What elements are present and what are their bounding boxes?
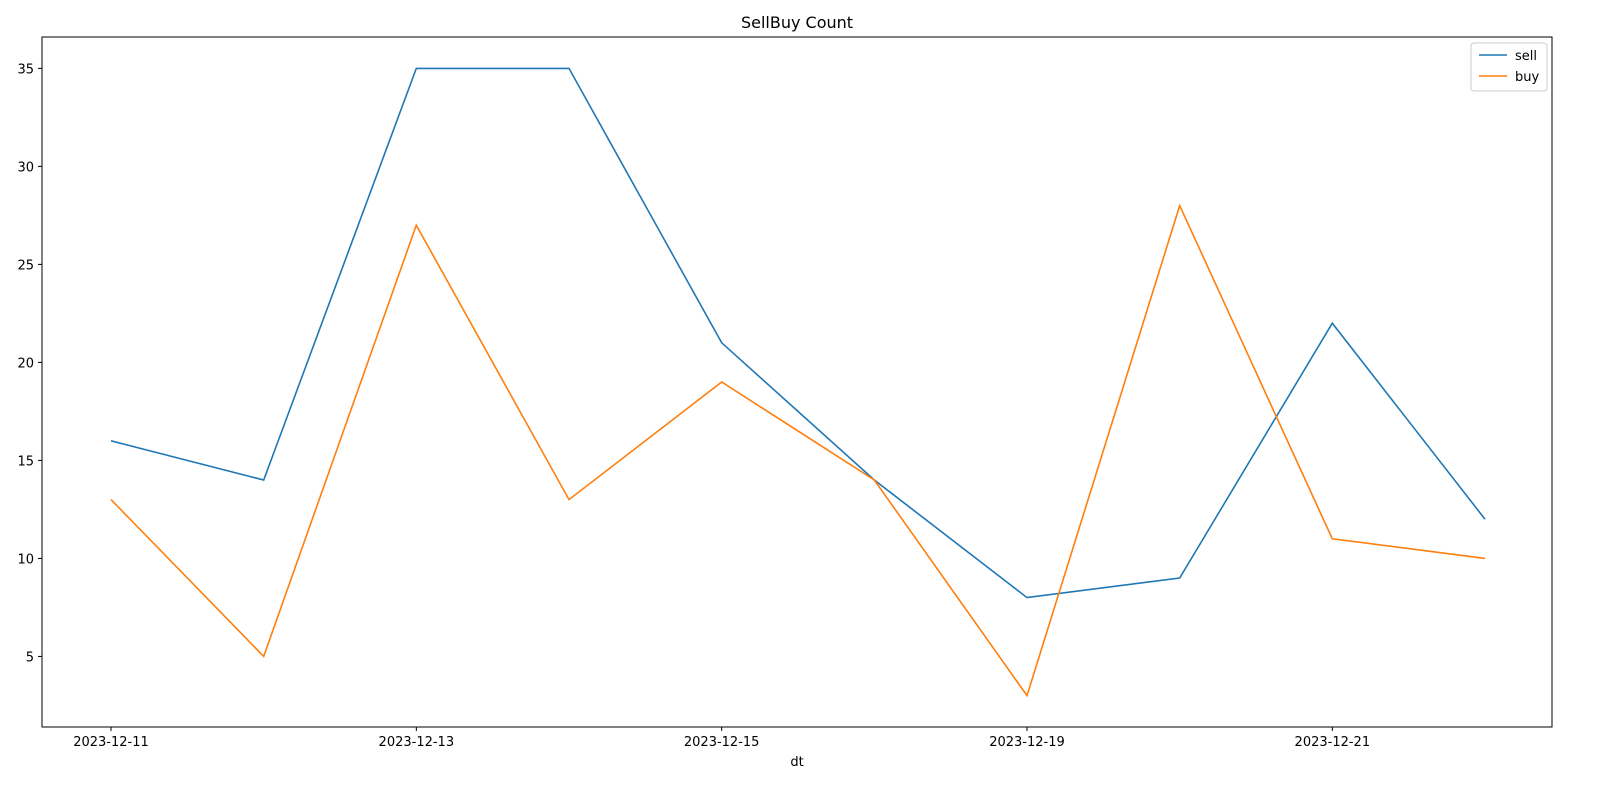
- x-tick-label: 2023-12-21: [1295, 735, 1371, 750]
- legend: sell buy: [1470, 42, 1548, 92]
- x-axis-label: dt: [790, 755, 803, 770]
- plot-lines: [110, 67, 1486, 698]
- x-tick-label: 2023-12-11: [73, 735, 149, 750]
- x-tick-label: 2023-12-19: [989, 735, 1065, 750]
- y-tick-label: 20: [17, 356, 34, 371]
- series-line-sell: [110, 67, 1486, 599]
- x-tick-label: 2023-12-15: [684, 735, 760, 750]
- y-tick-label: 35: [17, 62, 34, 77]
- y-tick-label: 25: [17, 258, 34, 273]
- plot-frame: [41, 36, 1553, 728]
- y-tick-label: 30: [17, 160, 34, 175]
- series-line-buy: [110, 203, 1486, 698]
- x-tick-label: 2023-12-13: [379, 735, 455, 750]
- y-tick-label: 15: [17, 454, 34, 469]
- legend-label-sell: sell: [1515, 49, 1537, 64]
- legend-label-buy: buy: [1515, 70, 1539, 85]
- chart-title: SellBuy Count: [741, 13, 853, 32]
- y-axis-ticks: 5 10 15 20 25 30 35: [17, 62, 42, 665]
- x-axis-ticks: 2023-12-11 2023-12-13 2023-12-15 2023-12-19…: [73, 727, 1370, 750]
- y-tick-label: 10: [17, 552, 34, 567]
- y-tick-label: 5: [26, 650, 34, 665]
